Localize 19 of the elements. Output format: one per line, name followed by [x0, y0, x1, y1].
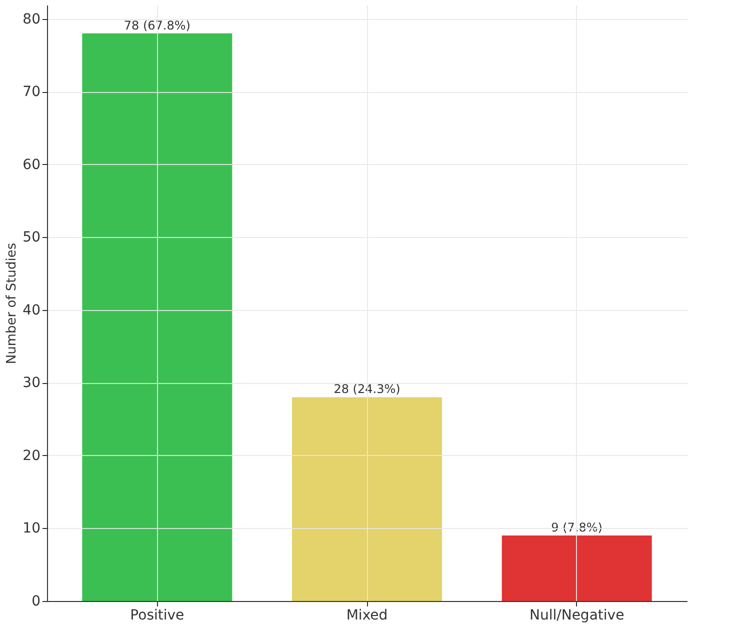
- data-label: 78 (67.8%): [124, 18, 190, 32]
- y-axis-title: Number of Studies: [4, 242, 20, 364]
- bar: [82, 33, 232, 601]
- data-label: 9 (7.8%): [551, 520, 602, 535]
- y-tick-label: 80: [22, 11, 40, 28]
- bar: [292, 397, 442, 601]
- y-tick-label: 20: [22, 448, 40, 464]
- y-tick-label: 70: [22, 84, 40, 100]
- y-tick-label: 50: [22, 230, 40, 246]
- data-label: 28 (24.3%): [334, 382, 400, 396]
- y-tick-label: 0: [32, 594, 40, 610]
- x-tick-label: Null/Negative: [530, 608, 624, 624]
- y-tick-label: 40: [22, 302, 40, 318]
- bar: [502, 536, 652, 601]
- x-tick-label: Mixed: [346, 608, 388, 624]
- x-tick-label: Positive: [130, 608, 184, 624]
- y-tick-label: 30: [22, 375, 40, 392]
- y-tick-label: 10: [22, 520, 40, 537]
- y-tick-label: 60: [22, 156, 40, 173]
